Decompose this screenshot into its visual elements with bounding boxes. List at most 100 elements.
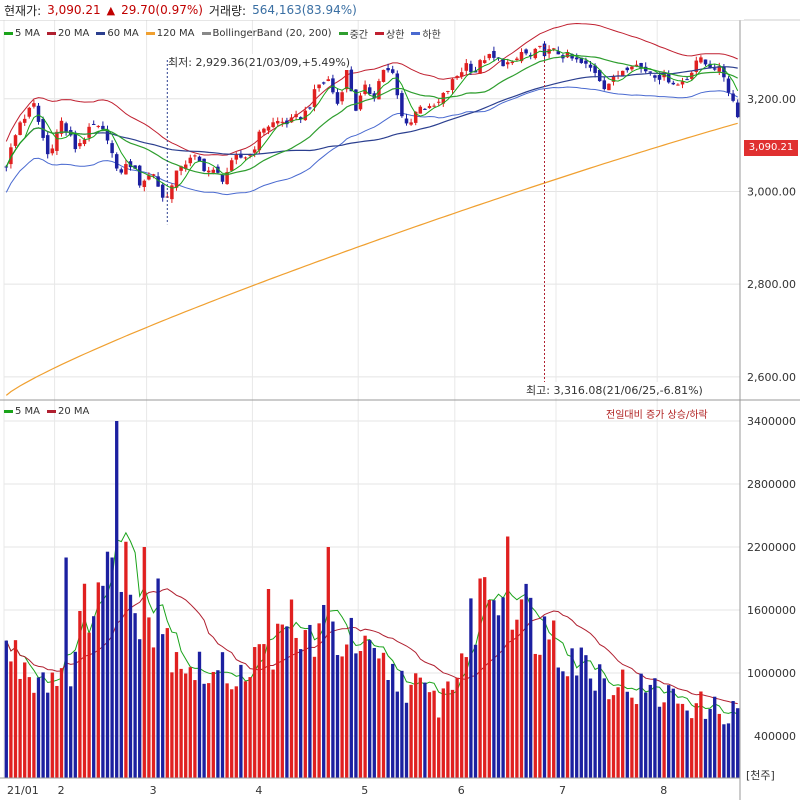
- candle-body: [492, 50, 496, 58]
- candle-body: [262, 128, 266, 133]
- x-tick-label: 4: [255, 784, 262, 797]
- volume-bar: [561, 671, 565, 778]
- candle-body: [87, 126, 91, 138]
- volume-bar: [161, 634, 165, 778]
- candle-body: [101, 125, 105, 130]
- volume-bar: [455, 677, 459, 778]
- volume-bar: [138, 639, 142, 778]
- candle-body: [574, 57, 579, 60]
- volume-bar: [519, 599, 524, 778]
- candle-body: [528, 54, 533, 56]
- candle-body: [588, 64, 593, 68]
- volume-bar: [308, 624, 312, 778]
- volume-bar: [473, 644, 478, 778]
- volume-bar: [680, 703, 685, 778]
- volume-bar: [469, 598, 473, 778]
- volume-tick-label: 400000: [754, 730, 796, 743]
- volume-bar: [602, 678, 606, 778]
- candle-body: [699, 57, 703, 63]
- candle-body: [441, 92, 446, 104]
- volume-bar: [243, 681, 248, 778]
- candle-body: [390, 69, 395, 73]
- candle-body: [165, 196, 170, 198]
- candle-body: [96, 125, 101, 127]
- legend-swatch: [411, 32, 421, 35]
- ma120-line: [5, 122, 738, 396]
- candle-body: [206, 170, 211, 173]
- candle-body: [64, 123, 68, 132]
- candle-body: [358, 95, 363, 110]
- candle-body: [321, 82, 326, 84]
- volume-bar: [105, 551, 110, 778]
- volume-bar: [377, 658, 381, 778]
- candle-body: [331, 78, 335, 93]
- volume-bar: [515, 619, 519, 778]
- volume-bar: [4, 640, 8, 778]
- candle-body: [275, 120, 280, 124]
- volume-bar: [460, 653, 464, 778]
- candle-body: [280, 121, 285, 123]
- volume-bar: [639, 673, 643, 778]
- volume-bar: [73, 651, 77, 778]
- volume-bar: [156, 578, 160, 778]
- candle-body: [119, 169, 124, 173]
- candle-body: [147, 175, 151, 180]
- volume-bar: [414, 673, 418, 778]
- last-price-tag: 3,090.21: [744, 140, 798, 156]
- candle-body: [142, 180, 147, 188]
- candle-body: [634, 64, 639, 67]
- volume-bar: [736, 708, 740, 778]
- price-tick-label: 2,600.00: [747, 371, 796, 384]
- candle-body: [252, 149, 257, 153]
- volume-bar: [483, 577, 487, 778]
- volume-bar: [179, 668, 183, 778]
- volume-bar: [317, 623, 321, 778]
- min-annotation: 최저: 2,929.36(21/03/09,+5.49%): [168, 54, 351, 70]
- volume-bar: [133, 613, 137, 778]
- candle-body: [271, 122, 275, 127]
- candle-body: [735, 102, 740, 118]
- candle-body: [151, 174, 156, 176]
- candle-body: [689, 72, 694, 79]
- candle-body: [105, 129, 110, 141]
- candle-body: [593, 65, 597, 73]
- volume-bar: [634, 704, 639, 778]
- candle-body: [4, 166, 9, 168]
- volume-bar: [611, 695, 616, 778]
- candle-body: [404, 118, 409, 124]
- volume-bar: [722, 724, 726, 778]
- volume-bar: [506, 536, 510, 778]
- volume-bar: [50, 672, 54, 778]
- candles: [4, 41, 740, 203]
- volume-bar: [699, 691, 703, 778]
- volume-tick-label: 2200000: [747, 541, 796, 554]
- volume-ma5-line: [5, 531, 738, 715]
- volume-bar: [216, 670, 220, 778]
- legend-bb-mid: 중간: [338, 26, 368, 41]
- candle-body: [45, 135, 50, 155]
- candle-body: [501, 59, 505, 67]
- volume-bar: [713, 696, 717, 778]
- candle-body: [708, 63, 712, 68]
- candle-body: [611, 76, 616, 82]
- volume-bar: [115, 421, 119, 778]
- volume-bar: [59, 668, 64, 778]
- volume-bar: [653, 678, 657, 778]
- volume-bar: [625, 691, 629, 778]
- candle-body: [298, 117, 303, 120]
- volume-bar: [294, 637, 298, 778]
- volume-bar: [197, 651, 202, 778]
- volume-bar: [446, 681, 450, 778]
- candle-body: [487, 54, 492, 59]
- candle-body: [220, 174, 225, 182]
- volume-bar: [303, 630, 307, 778]
- volume-bar: [276, 623, 280, 778]
- volume-bar: [87, 632, 91, 778]
- volume-bar: [184, 673, 188, 778]
- volume-bar: [110, 557, 114, 778]
- x-tick-label: 5: [361, 784, 368, 797]
- candle-body: [712, 68, 717, 70]
- candle-body: [22, 118, 27, 123]
- up-triangle-icon: ▲: [106, 3, 116, 17]
